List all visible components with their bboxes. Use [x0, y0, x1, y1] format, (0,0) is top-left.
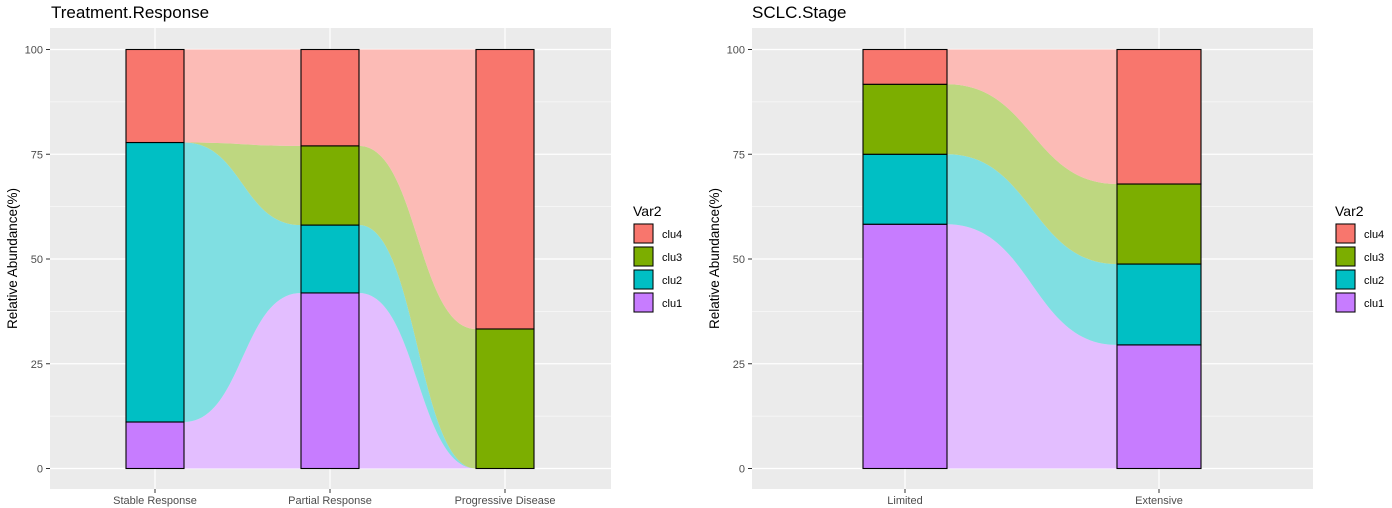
legend-label-clu3: clu3 — [1364, 252, 1384, 264]
x-tick-label: Progressive Disease — [455, 495, 556, 507]
y-tick-label: 0 — [37, 464, 43, 476]
y-tick-label: 50 — [31, 254, 43, 266]
x-tick-label: Partial Response — [288, 495, 372, 507]
bar-segment-clu4 — [1116, 48, 1202, 185]
y-tick-label: 100 — [727, 45, 745, 57]
flow-clu3-1 — [947, 84, 1117, 265]
x-tick-label: Limited — [887, 495, 922, 507]
bar-segment-clu4 — [475, 48, 535, 330]
x-tick-label: Stable Response — [113, 495, 197, 507]
chart-title: SCLC.Stage — [752, 3, 847, 22]
flow-clu4-1 — [947, 49, 1117, 184]
flow-clu2-1 — [947, 154, 1117, 345]
legend-label-clu4: clu4 — [1364, 229, 1384, 241]
flow-clu3-1 — [184, 142, 301, 226]
y-tick-label: 25 — [733, 359, 745, 371]
legend-label-clu2: clu2 — [662, 275, 682, 287]
legend-title: Var2 — [1335, 203, 1364, 219]
y-tick-label: 100 — [25, 45, 43, 57]
y-tick-label: 75 — [31, 149, 43, 161]
bar-segment-clu4 — [862, 48, 948, 85]
bar-segment-clu4 — [300, 48, 360, 147]
y-tick-label: 0 — [739, 464, 745, 476]
flow-clu1-1 — [184, 292, 301, 469]
bar-segment-clu3 — [475, 328, 535, 470]
flow-clu3-2 — [359, 145, 476, 469]
bar-segment-clu2 — [862, 153, 948, 225]
flow-clu2-1 — [184, 142, 301, 422]
legend-label-clu2: clu2 — [1364, 275, 1384, 287]
bar-segment-clu2 — [125, 141, 185, 423]
legend-label-clu1: clu1 — [662, 298, 682, 310]
flow-clu2-2 — [359, 225, 476, 469]
bar-segment-clu3 — [300, 145, 360, 226]
legend-swatch-clu2 — [633, 269, 654, 290]
legend-label-clu3: clu3 — [662, 252, 682, 264]
y-tick-label: 50 — [733, 254, 745, 266]
flow-clu1-1 — [947, 224, 1117, 469]
flow-clu4-1 — [184, 49, 301, 146]
y-tick-label: 75 — [733, 149, 745, 161]
legend-label-clu4: clu4 — [662, 229, 682, 241]
y-axis-label: Relative Abundance(%) — [5, 188, 20, 329]
legend-swatch-clu2 — [1335, 269, 1356, 290]
legend-swatch-clu4 — [1335, 223, 1356, 244]
y-axis-label: Relative Abundance(%) — [707, 188, 722, 329]
chart-2: SCLC.Stage 0 25 50 75 100 Limited Extensive Rela… — [707, 3, 1384, 507]
legend-swatch-clu3 — [1335, 246, 1356, 267]
bar-segment-clu2 — [1116, 263, 1202, 346]
legend-swatch-clu1 — [1335, 292, 1356, 313]
chart-title: Treatment.Response — [51, 3, 209, 22]
legend-swatch-clu4 — [633, 223, 654, 244]
bar-segment-clu3 — [1116, 183, 1202, 265]
bar-segment-clu2 — [300, 224, 360, 294]
bar-segment-clu4 — [125, 48, 185, 144]
bar-segment-clu1 — [1116, 344, 1202, 470]
bar-segment-clu1 — [300, 292, 360, 470]
bar-segment-clu3 — [862, 83, 948, 155]
legend-swatch-clu1 — [633, 292, 654, 313]
bar-segment-clu1 — [862, 223, 948, 470]
bar-segment-clu1 — [125, 421, 185, 470]
legend-label-clu1: clu1 — [1364, 298, 1384, 310]
flow-clu1-2 — [359, 292, 476, 469]
legend-title: Var2 — [633, 203, 662, 219]
flow-clu4-2 — [359, 49, 476, 329]
legend-swatch-clu3 — [633, 246, 654, 267]
x-tick-label: Extensive — [1135, 495, 1183, 507]
chart-1: Treatment.Response 0 25 50 75 100 Stable Respo… — [5, 3, 682, 507]
y-tick-label: 25 — [31, 359, 43, 371]
